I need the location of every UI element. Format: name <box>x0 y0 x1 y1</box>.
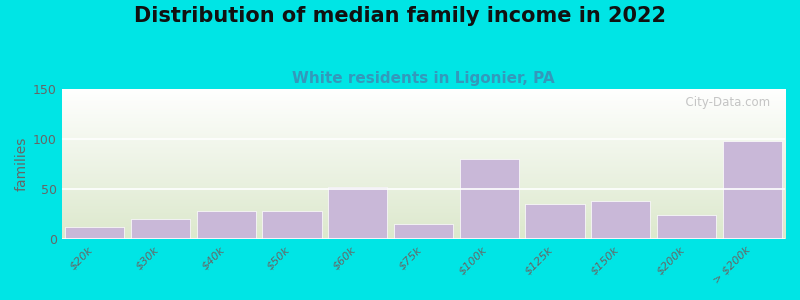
Bar <box>65 227 124 239</box>
Y-axis label: families: families <box>15 137 29 191</box>
Bar <box>262 211 322 239</box>
Text: Distribution of median family income in 2022: Distribution of median family income in … <box>134 6 666 26</box>
Title: White residents in Ligonier, PA: White residents in Ligonier, PA <box>292 71 554 86</box>
Bar <box>657 215 716 239</box>
Bar <box>591 201 650 239</box>
Bar <box>526 204 585 239</box>
Bar <box>328 187 387 239</box>
Bar <box>394 224 453 239</box>
Bar <box>131 219 190 239</box>
Bar <box>197 211 256 239</box>
Bar <box>722 141 782 239</box>
Text: City-Data.com: City-Data.com <box>678 96 770 109</box>
Bar <box>460 159 518 239</box>
